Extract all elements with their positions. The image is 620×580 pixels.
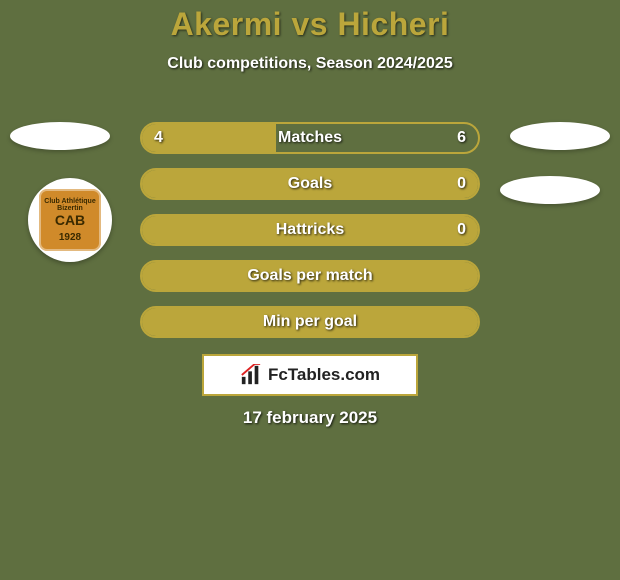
stat-bar-fill [142, 262, 478, 290]
player-slot-right-2 [500, 176, 600, 204]
date-text: 17 february 2025 [0, 408, 620, 428]
branding-text: FcTables.com [268, 365, 380, 385]
stat-bar-fill [142, 216, 478, 244]
stat-bar-row: Goals0 [140, 168, 480, 200]
stat-bar-value-right: 0 [457, 216, 466, 244]
stat-bar-row: Min per goal [140, 306, 480, 338]
club-badge-inner: Club Athlétique Bizertin CAB 1928 [39, 189, 101, 251]
stat-bar-value-left: 4 [154, 124, 163, 152]
player-slot-left [10, 122, 110, 150]
player-slot-right [510, 122, 610, 150]
branding-chart-icon [240, 364, 262, 386]
branding-box[interactable]: FcTables.com [202, 354, 418, 396]
stat-bar-value-right: 0 [457, 170, 466, 198]
club-name: Club Athlétique Bizertin [39, 198, 101, 212]
stat-bar-row: Goals per match [140, 260, 480, 292]
page-title: Akermi vs Hicheri [0, 6, 620, 43]
stat-bar-fill [142, 170, 478, 198]
club-abbrev: CAB [55, 212, 85, 228]
club-year: 1928 [59, 232, 81, 243]
page-subtitle: Club competitions, Season 2024/2025 [0, 55, 620, 73]
stat-bar-row: Matches46 [140, 122, 480, 154]
stat-bar-fill [142, 308, 478, 336]
club-badge: Club Athlétique Bizertin CAB 1928 [28, 178, 112, 262]
comparison-card: Akermi vs Hicheri Club competitions, Sea… [0, 0, 620, 580]
stat-bar-value-right: 6 [457, 124, 466, 152]
stat-bars: Matches46Goals0Hattricks0Goals per match… [140, 122, 480, 352]
stat-bar-row: Hattricks0 [140, 214, 480, 246]
